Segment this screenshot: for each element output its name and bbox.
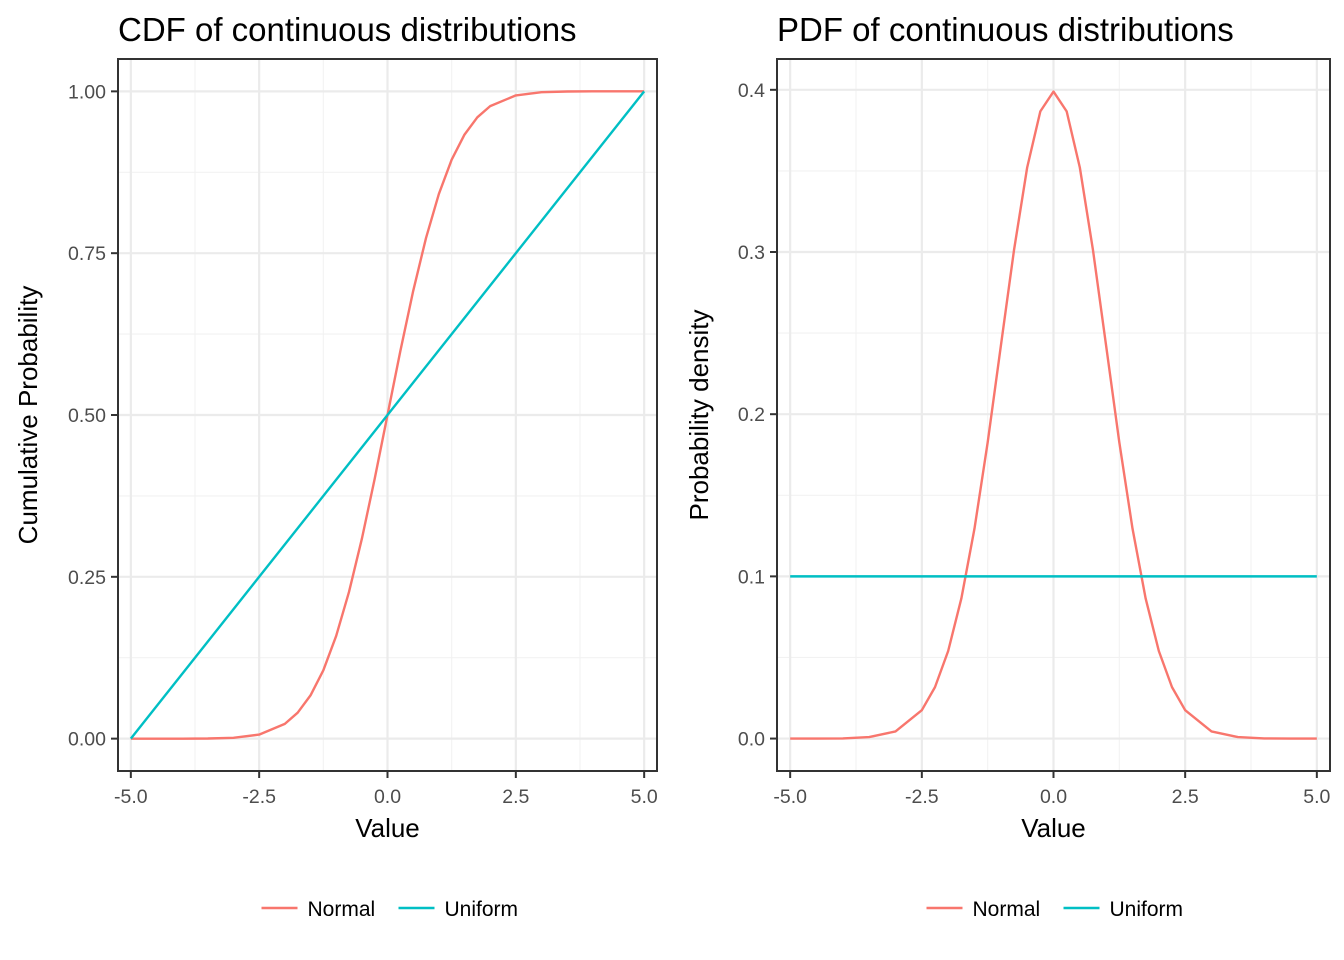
y-axis-label: Cumulative Probability — [13, 286, 43, 545]
y-axis-label: Probability density — [684, 310, 714, 521]
legend: Normal Uniform — [261, 898, 519, 921]
legend-item-uniform: Uniform — [1063, 898, 1184, 921]
y-tick-label: 0.1 — [738, 566, 765, 588]
x-tick-label: -2.5 — [905, 786, 939, 808]
chart-title: CDF of continuous distributions — [118, 11, 577, 48]
x-tick-label: 2.5 — [1172, 786, 1199, 808]
legend-label: Normal — [973, 898, 1041, 921]
y-tick-label: 0.25 — [68, 567, 106, 589]
grid — [777, 59, 1330, 771]
y-tick-label: 0.00 — [68, 729, 106, 751]
pdf-chart: PDF of continuous distributions -5.0 -2.5… — [684, 11, 1331, 921]
y-tick-label: 0.0 — [738, 729, 765, 751]
legend-label: Uniform — [445, 898, 519, 921]
y-tick-label: 0.75 — [68, 243, 106, 265]
legend-item-uniform: Uniform — [398, 898, 519, 921]
x-tick-label: 5.0 — [631, 786, 658, 808]
x-tick-label: -2.5 — [242, 786, 276, 808]
y-tick-label: 0.50 — [68, 405, 106, 427]
axis-ticks: -5.0 -2.5 0.0 2.5 5.0 0.0 0.1 0.2 0.3 0.4 — [738, 80, 1331, 808]
chart-title: PDF of continuous distributions — [777, 11, 1234, 48]
x-tick-label: 5.0 — [1303, 786, 1330, 808]
x-axis-label: Value — [355, 813, 420, 843]
series-layer — [129, 90, 646, 740]
legend-item-normal: Normal — [261, 898, 376, 921]
x-tick-label: -5.0 — [114, 786, 148, 808]
series-line-normal — [790, 90, 1317, 740]
legend-label: Normal — [308, 898, 376, 921]
y-tick-label: 0.4 — [738, 80, 765, 102]
legend-label: Uniform — [1110, 898, 1184, 921]
series-layer — [790, 90, 1317, 740]
x-tick-label: 0.0 — [1040, 786, 1067, 808]
series-line-uniform — [129, 90, 646, 740]
x-tick-label: 0.0 — [374, 786, 401, 808]
x-axis-label: Value — [1021, 813, 1086, 843]
grid — [118, 59, 657, 771]
y-tick-label: 1.00 — [68, 81, 106, 103]
y-tick-label: 0.3 — [738, 242, 765, 264]
x-tick-label: 2.5 — [502, 786, 529, 808]
legend: Normal Uniform — [926, 898, 1184, 921]
legend-item-normal: Normal — [926, 898, 1041, 921]
y-tick-label: 0.2 — [738, 404, 765, 426]
x-tick-label: -5.0 — [773, 786, 807, 808]
axis-ticks: -5.0 -2.5 0.0 2.5 5.0 0.00 0.25 0.50 0.75 1.00 — [68, 81, 658, 808]
cdf-chart: CDF of continuous distributions -5.0 -2.5… — [13, 11, 658, 921]
